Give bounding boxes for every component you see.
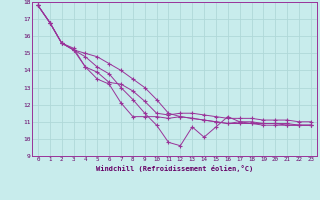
X-axis label: Windchill (Refroidissement éolien,°C): Windchill (Refroidissement éolien,°C): [96, 165, 253, 172]
